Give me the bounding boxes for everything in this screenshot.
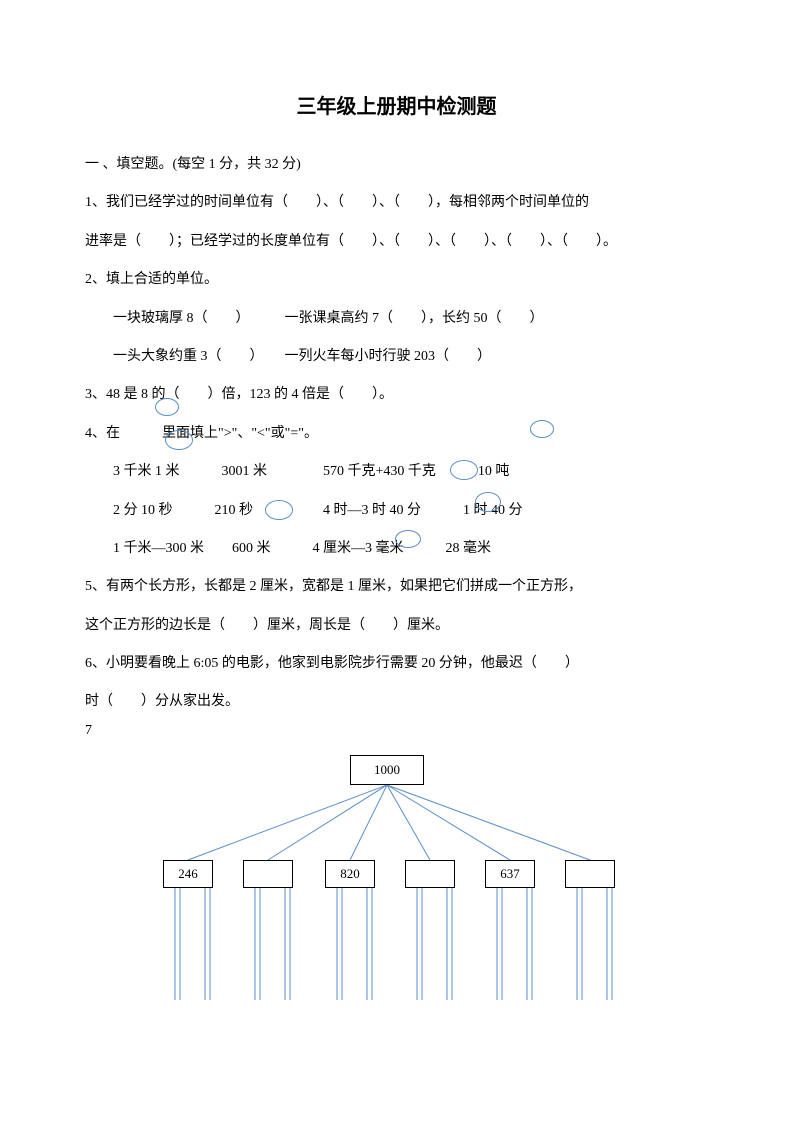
- q2-line2: 一头大象约重 3（ ） 一列火车每小时行驶 203（ ）: [85, 339, 708, 375]
- q5-line1: 5、有两个长方形，长都是 2 厘米，宽都是 1 厘米，如果把它们拼成一个正方形，: [85, 569, 708, 605]
- q5-line2: 这个正方形的边长是（ ）厘米，周长是（ ）厘米。: [85, 608, 708, 644]
- answer-oval: [395, 530, 421, 548]
- answer-oval: [265, 500, 293, 520]
- tree-diagram: 1000 246 820 637: [85, 745, 708, 1025]
- tree-bottom-box: 637: [485, 860, 535, 888]
- q7-label: 7: [85, 723, 708, 740]
- answer-oval: [450, 460, 478, 480]
- q2-line1: 一块玻璃厚 8（ ） 一张课桌高约 7（ ），长约 50（ ）: [85, 301, 708, 337]
- tree-bottom-box: [565, 860, 615, 888]
- q1-line2: 进率是（ ）；已经学过的长度单位有（ ）、（ ）、（ ）、（ ）、（ ）。: [85, 224, 708, 260]
- section-heading: 一 、填空题。(每空 1 分，共 32 分): [85, 147, 708, 183]
- answer-oval: [155, 398, 179, 416]
- q1-line1: 1、我们已经学过的时间单位有（ ）、（ ）、（ ），每相邻两个时间单位的: [85, 185, 708, 221]
- q4-line1: 3 千米 1 米 3001 米 570 千克+430 千克 10 吨: [85, 454, 708, 490]
- page-title: 三年级上册期中检测题: [85, 90, 708, 119]
- answer-oval: [165, 430, 193, 450]
- tree-bottom-box: 246: [163, 860, 213, 888]
- tree-bottom-box: 820: [325, 860, 375, 888]
- tree-bottom-box: [243, 860, 293, 888]
- q6-line2: 时（ ）分从家出发。: [85, 684, 708, 720]
- q6-line1: 6、小明要看晚上 6:05 的电影，他家到电影院步行需要 20 分钟，他最迟（ …: [85, 646, 708, 682]
- q4-line2: 2 分 10 秒 210 秒 4 时—3 时 40 分 1 时 40 分: [85, 493, 708, 529]
- answer-oval: [530, 420, 554, 438]
- q2-heading: 2、填上合适的单位。: [85, 262, 708, 298]
- tree-bottom-box: [405, 860, 455, 888]
- answer-oval: [475, 492, 501, 512]
- tree-top-box: 1000: [350, 755, 424, 785]
